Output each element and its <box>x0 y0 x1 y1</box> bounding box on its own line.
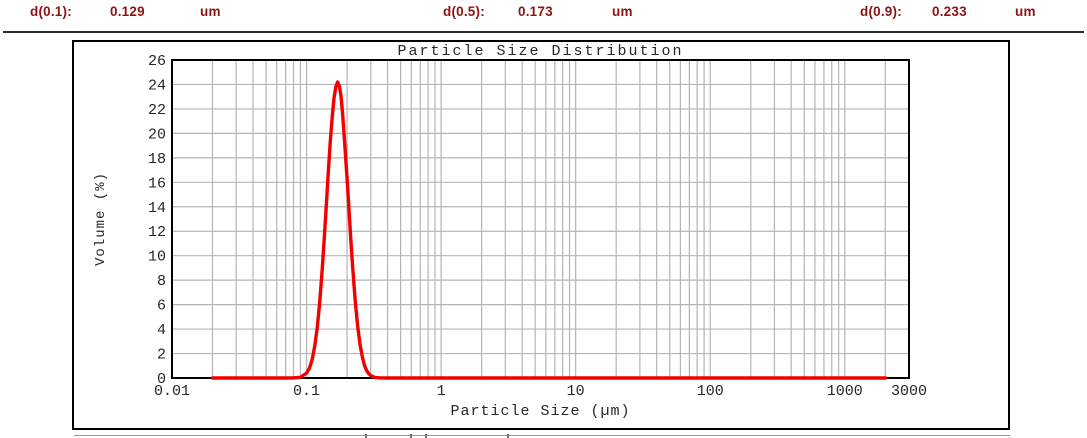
d90-unit: um <box>1015 4 1036 19</box>
y-tick-label: 24 <box>148 77 166 94</box>
x-tick-label: 1 <box>437 383 446 400</box>
y-tick-label: 26 <box>148 53 166 70</box>
y-tick-label: 12 <box>148 224 166 241</box>
x-axis-label: Particle Size (µm) <box>450 403 630 420</box>
cropped-table-fragment <box>410 434 412 438</box>
y-tick-label: 14 <box>148 200 166 217</box>
d10-label: d(0.1): <box>30 4 72 19</box>
chart-title: Particle Size Distribution <box>397 43 683 60</box>
cropped-table-fragment <box>425 434 427 438</box>
d50-unit: um <box>612 4 633 19</box>
plot-frame <box>171 59 910 379</box>
x-axis-tick-labels: 0.01 0.1 1 10 100 1000 3000 <box>154 383 927 400</box>
d10-value: 0.129 <box>110 4 145 19</box>
x-tick-label: 0.1 <box>293 383 320 400</box>
y-axis-label: Volume (%) <box>93 172 109 266</box>
y-tick-label: 0 <box>157 371 166 388</box>
cropped-table-edge <box>74 435 1010 436</box>
x-tick-label: 3000 <box>891 383 927 400</box>
y-tick-label: 4 <box>157 322 166 339</box>
d90-label: d(0.9): <box>860 4 902 19</box>
x-tick-label: 1000 <box>827 383 863 400</box>
d90-value: 0.233 <box>932 4 967 19</box>
d50-value: 0.173 <box>518 4 553 19</box>
y-tick-label: 6 <box>157 298 166 315</box>
y-tick-label: 20 <box>148 126 166 143</box>
volume-distribution-curve <box>210 80 888 380</box>
x-tick-label: 10 <box>567 383 585 400</box>
y-tick-label: 10 <box>148 249 166 266</box>
y-tick-label: 16 <box>148 175 166 192</box>
y-tick-label: 8 <box>157 273 166 290</box>
d50-label: d(0.5): <box>443 4 485 19</box>
y-tick-label: 2 <box>157 347 166 364</box>
cropped-table-fragment <box>365 434 367 438</box>
d10-unit: um <box>200 4 221 19</box>
particle-size-distribution-chart: Particle Size Distribution02468101214161… <box>93 43 927 420</box>
y-tick-label: 18 <box>148 151 166 168</box>
cropped-table-fragment <box>507 434 509 438</box>
x-tick-label: 0.01 <box>154 383 190 400</box>
header-separator-line <box>3 31 1084 33</box>
chart-box: Particle Size Distribution 0 2 4 6 8 10 12 14 16 1… <box>72 40 1010 430</box>
chart-grid <box>171 60 910 378</box>
x-tick-label: 100 <box>697 383 724 400</box>
y-tick-label: 22 <box>148 102 166 119</box>
